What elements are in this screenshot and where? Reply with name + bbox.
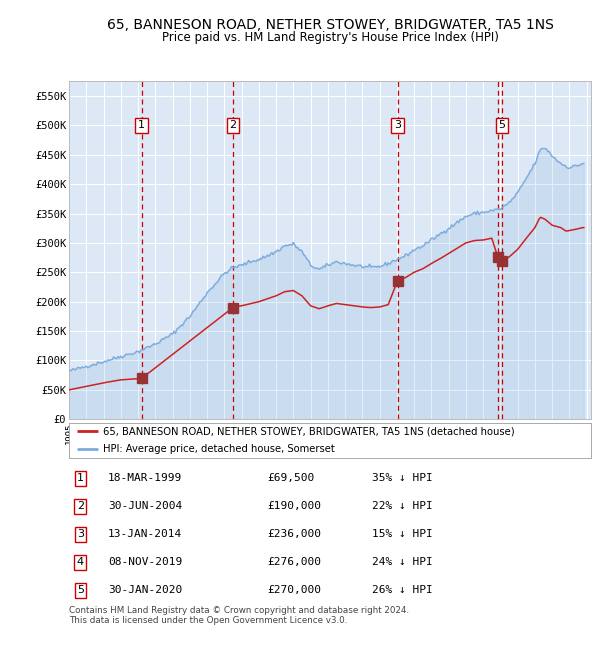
Text: 5: 5: [77, 585, 84, 595]
Text: £236,000: £236,000: [268, 529, 322, 539]
Text: 30-JUN-2004: 30-JUN-2004: [108, 501, 182, 511]
Text: 35% ↓ HPI: 35% ↓ HPI: [372, 473, 433, 483]
Text: 3: 3: [394, 120, 401, 131]
Text: 2: 2: [77, 501, 84, 511]
Text: 08-NOV-2019: 08-NOV-2019: [108, 557, 182, 567]
Text: 30-JAN-2020: 30-JAN-2020: [108, 585, 182, 595]
Text: 1: 1: [138, 120, 145, 131]
Text: 65, BANNESON ROAD, NETHER STOWEY, BRIDGWATER, TA5 1NS: 65, BANNESON ROAD, NETHER STOWEY, BRIDGW…: [107, 18, 553, 32]
Text: 2: 2: [229, 120, 236, 131]
Text: HPI: Average price, detached house, Somerset: HPI: Average price, detached house, Some…: [103, 445, 335, 454]
Text: Price paid vs. HM Land Registry's House Price Index (HPI): Price paid vs. HM Land Registry's House …: [161, 31, 499, 44]
Text: 26% ↓ HPI: 26% ↓ HPI: [372, 585, 433, 595]
Text: 65, BANNESON ROAD, NETHER STOWEY, BRIDGWATER, TA5 1NS (detached house): 65, BANNESON ROAD, NETHER STOWEY, BRIDGW…: [103, 426, 515, 436]
Text: 24% ↓ HPI: 24% ↓ HPI: [372, 557, 433, 567]
Text: 5: 5: [498, 120, 505, 131]
Text: £276,000: £276,000: [268, 557, 322, 567]
Text: £69,500: £69,500: [268, 473, 314, 483]
Text: Contains HM Land Registry data © Crown copyright and database right 2024.
This d: Contains HM Land Registry data © Crown c…: [69, 606, 409, 625]
Text: 22% ↓ HPI: 22% ↓ HPI: [372, 501, 433, 511]
Text: 4: 4: [77, 557, 84, 567]
Text: £270,000: £270,000: [268, 585, 322, 595]
Text: 15% ↓ HPI: 15% ↓ HPI: [372, 529, 433, 539]
Text: £190,000: £190,000: [268, 501, 322, 511]
Text: 13-JAN-2014: 13-JAN-2014: [108, 529, 182, 539]
Text: 1: 1: [77, 473, 84, 483]
Text: 18-MAR-1999: 18-MAR-1999: [108, 473, 182, 483]
Text: 3: 3: [77, 529, 84, 539]
